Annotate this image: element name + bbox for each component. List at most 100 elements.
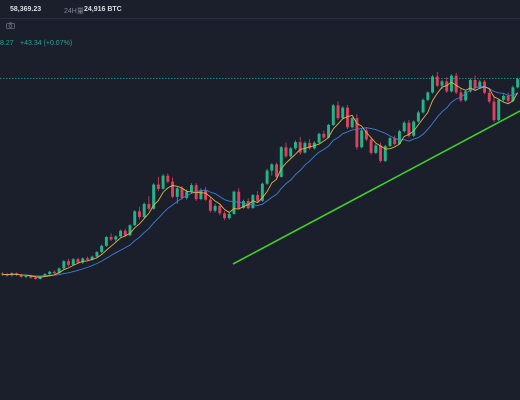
candle-body-down [506, 95, 510, 102]
candle-body-up [464, 91, 468, 101]
candle-body-down [454, 75, 458, 93]
candle-body-down [364, 130, 368, 140]
candle-body-up [142, 203, 146, 218]
candle-body-down [492, 101, 496, 121]
candle-body-down [33, 277, 37, 279]
trendline[interactable] [232, 110, 520, 265]
candle-body-up [327, 124, 331, 138]
price-change: +43.34 (+0.07%) [20, 40, 73, 47]
candle-body-down [29, 276, 33, 278]
candle-body-down [256, 195, 260, 201]
candle-body-up [350, 118, 354, 128]
candle-body-down [459, 92, 463, 101]
candle-body-up [279, 147, 283, 177]
candle-body-down [52, 271, 56, 274]
candle-body-up [57, 268, 61, 274]
candle-body-up [426, 92, 430, 100]
candle-body-up [43, 274, 47, 277]
candle-body-down [298, 142, 302, 153]
candle-body-down [166, 175, 170, 182]
candle-body-up [440, 81, 444, 86]
volume-label: 24H量 [64, 8, 84, 15]
candle-body-down [204, 189, 208, 200]
candle-body-down [19, 274, 23, 277]
candle-body-up [114, 236, 118, 240]
candle-body-up [90, 256, 94, 260]
candle-body-up [81, 258, 85, 263]
candle-body-up [374, 145, 378, 153]
candle-body-up [95, 252, 99, 257]
candle-body-up [24, 276, 28, 278]
candle-body-up [213, 205, 217, 211]
candle-body-down [180, 188, 184, 198]
moving-average-slow-line [2, 85, 518, 277]
candle-body-down [223, 213, 227, 219]
candle-body-down [345, 107, 349, 128]
candle-body-down [369, 139, 373, 153]
candle-body-up [468, 79, 472, 92]
candle-body-down [237, 191, 241, 208]
candle-body-up [270, 164, 274, 171]
candle-body-up [303, 142, 307, 153]
candle-body-up [227, 213, 231, 219]
camera-icon[interactable] [6, 22, 15, 29]
candle-body-up [100, 245, 104, 253]
candle-body-down [336, 105, 340, 119]
candle-body-up [175, 188, 179, 197]
candle-body-up [478, 81, 482, 88]
candle-body-up [104, 236, 108, 246]
candle-body-down [0, 273, 4, 275]
header-divider [0, 18, 520, 19]
candle-body-up [431, 76, 435, 93]
candle-body-up [383, 146, 387, 161]
candle-body-down [156, 184, 160, 189]
candle-body-up [341, 107, 345, 119]
candle-body-down [218, 205, 222, 214]
candle-body-up [189, 185, 193, 192]
candle-body-down [308, 142, 312, 149]
candle-body-down [355, 118, 359, 148]
candle-body-down [208, 199, 212, 211]
candle-body-up [331, 105, 335, 125]
moving-average-fast-line [2, 81, 519, 278]
candle-body-up [402, 122, 406, 132]
candle-body-down [85, 258, 89, 260]
candle-body-down [322, 133, 326, 138]
candle-body-down [445, 81, 449, 92]
candle-body-up [416, 112, 420, 122]
candle-body-up [161, 175, 165, 189]
candle-body-down [473, 79, 477, 88]
candle-body-up [260, 183, 264, 201]
candle-body-up [501, 95, 505, 100]
candle-body-down [284, 147, 288, 157]
candle-body-up [251, 195, 255, 209]
candle-body-up [62, 261, 66, 269]
candle-body-up [133, 211, 137, 226]
candle-body-up [232, 191, 236, 214]
candle-body-up [185, 191, 189, 198]
candle-body-up [317, 133, 321, 143]
candle-body-up [152, 184, 156, 209]
volume-value: 24,916 BTC [84, 6, 122, 13]
candle-body-up [119, 230, 123, 237]
market-stats-bar: 58,369.23 24H量 24,916 BTC [0, 0, 520, 20]
candle-body-down [76, 259, 80, 263]
candle-body-down [67, 261, 71, 265]
candle-body-down [435, 76, 439, 86]
candle-body-down [109, 236, 113, 240]
candle-body-down [487, 92, 491, 102]
candle-body-up [412, 121, 416, 136]
candle-body-up [421, 99, 425, 113]
candle-body-down [379, 145, 383, 161]
candle-body-down [147, 203, 151, 209]
candle-body-up [71, 259, 75, 265]
candle-body-up [497, 99, 501, 121]
candles-group [0, 71, 520, 280]
candle-body-up [199, 189, 203, 200]
candle-body-up [511, 87, 515, 102]
last-price: 8.27 [0, 40, 14, 47]
candle-body-down [393, 138, 397, 145]
candle-body-up [48, 271, 52, 275]
candle-body-up [388, 138, 392, 147]
